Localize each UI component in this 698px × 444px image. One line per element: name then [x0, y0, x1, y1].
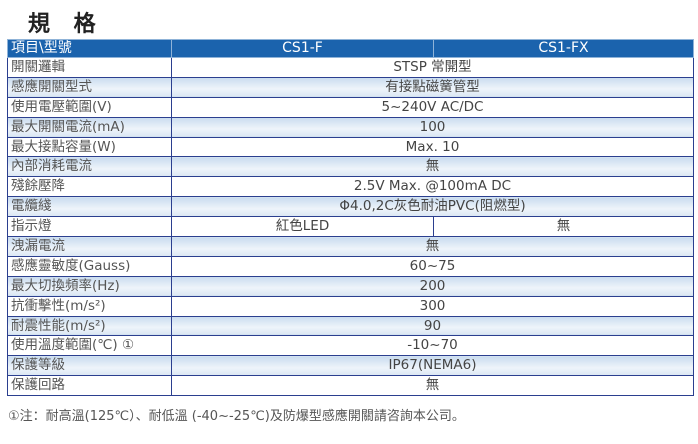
header-item-model: 項目\型號 [7, 39, 172, 58]
row-label: 最大接點容量(W) [7, 136, 172, 158]
table-row: 保護回路無 [7, 375, 694, 397]
row-value: 無 [171, 156, 694, 178]
row-label: 內部消耗電流 [7, 156, 172, 178]
row-label: 抗衝擊性(m/s²) [7, 295, 172, 317]
table-row: 感應開關型式 有接點磁簧管型 [7, 76, 694, 98]
row-label: 殘餘壓降 [7, 176, 172, 198]
row-label: 開關邏輯 [7, 57, 172, 78]
row-value: IP67(NEMA6) [171, 355, 694, 377]
row-value: -10~70 [171, 335, 694, 357]
row-value: Max. 10 [171, 136, 694, 158]
table-row: 最大開關電流(mA) 100 [7, 116, 694, 138]
row-value: STSP 常開型 [171, 57, 694, 78]
section-title: 規 格 [28, 12, 104, 37]
row-label: 保護等級 [7, 355, 172, 377]
table-row: 電纜綫 Φ4.0,2C灰色耐油PVC(阻燃型) [7, 196, 694, 218]
table-row: 使用電壓範圍(V) 5~240V AC/DC [7, 96, 694, 118]
row-label: 電纜綫 [7, 196, 172, 218]
row-value: 200 [171, 275, 694, 297]
row-value-value-fx: 無 [433, 216, 694, 238]
row-label: 保護回路 [7, 375, 172, 397]
spec-table: 項目\型號 CS1-F CS1-FX 開關邏輯 STSP 常開型 感應開關型式 有接點… [7, 39, 694, 397]
row-label: 最大切換頻率(Hz) [7, 275, 172, 297]
row-label: 感應開關型式 [7, 76, 172, 98]
table-row: 殘餘壓降 2.5V Max. @100mA DC [7, 176, 694, 198]
header-cs1-fx: CS1-FX [433, 39, 694, 58]
row-value: 5~240V AC/DC [171, 96, 694, 118]
table-row: 抗衝擊性(m/s²) 300 [7, 295, 694, 317]
table-row: 感應靈敏度(Gauss) 60~75 [7, 255, 694, 277]
row-value: 100 [171, 116, 694, 138]
header-cs1-f: CS1-F [171, 39, 434, 58]
table-row: 內部消耗電流無 [7, 156, 694, 178]
row-label: 感應靈敏度(Gauss) [7, 255, 172, 277]
table-row: 最大接點容量(W) Max. 10 [7, 136, 694, 158]
row-value-value-f: 紅色LED [171, 216, 434, 238]
row-label: 指示燈 [7, 216, 172, 238]
row-value: 90 [171, 315, 694, 337]
row-value: 2.5V Max. @100mA DC [171, 176, 694, 198]
row-value: 無 [171, 375, 694, 397]
row-value: 60~75 [171, 255, 694, 277]
table-row: 保護等級 IP67(NEMA6) [7, 355, 694, 377]
row-label: 使用電壓範圍(V) [7, 96, 172, 118]
row-value: 有接點磁簧管型 [171, 76, 694, 98]
table-row: 最大切換頻率(Hz) 200 [7, 275, 694, 297]
table-row: 使用溫度範圍(℃) ① -10~70 [7, 335, 694, 357]
row-value: 300 [171, 295, 694, 317]
table-row: 洩漏電流無 [7, 236, 694, 257]
row-label: 洩漏電流 [7, 236, 172, 257]
footnote: ①注：耐高溫(125℃）、耐低溫 (-40~-25℃)及防爆型感應開關請咨詢本公… [8, 409, 465, 424]
table-row: 指示燈 紅色LED 無 [7, 216, 694, 238]
table-header-row: 項目\型號 CS1-F CS1-FX [7, 39, 694, 58]
table-row: 開關邏輯 STSP 常開型 [7, 57, 694, 78]
row-label: 最大開關電流(mA) [7, 116, 172, 138]
row-label: 耐震性能(m/s²) [7, 315, 172, 337]
table-row: 耐震性能(m/s²) 90 [7, 315, 694, 337]
row-value: Φ4.0,2C灰色耐油PVC(阻燃型) [171, 196, 694, 218]
row-value: 無 [171, 236, 694, 257]
row-label: 使用溫度範圍(℃) ① [7, 335, 172, 357]
